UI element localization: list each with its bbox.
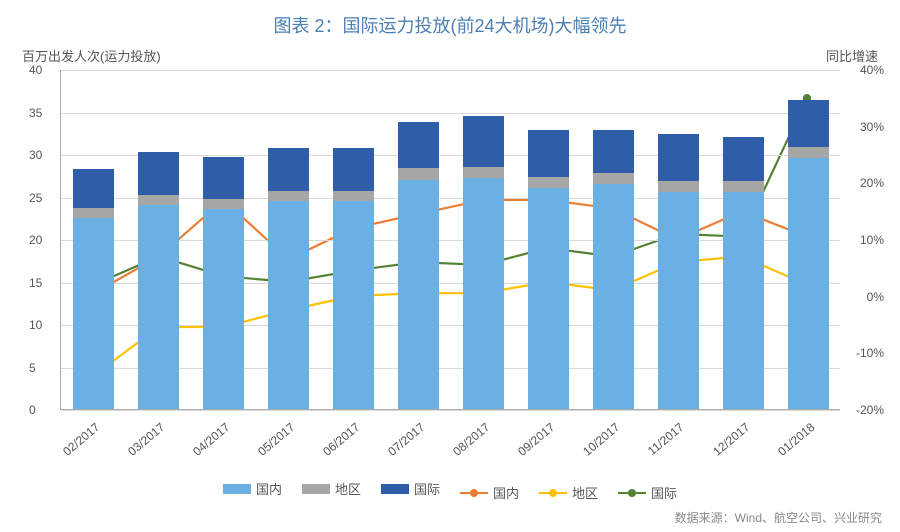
bar-segment-地区 xyxy=(398,168,438,179)
line-地区 xyxy=(94,256,807,375)
legend-label: 国际 xyxy=(414,479,440,498)
bar-segment-国际 xyxy=(723,137,763,181)
legend-label: 地区 xyxy=(335,479,361,498)
legend-label: 国际 xyxy=(651,483,677,502)
legend-swatch xyxy=(302,484,330,494)
xtick-label: 09/2017 xyxy=(515,420,557,459)
bar-segment-国内 xyxy=(593,184,633,409)
xtick-label: 11/2017 xyxy=(644,420,686,458)
xtick-label: 04/2017 xyxy=(190,420,232,459)
legend-label: 地区 xyxy=(572,483,598,502)
bar-segment-国内 xyxy=(463,178,503,409)
bar-segment-国内 xyxy=(528,188,568,409)
legend-bar-国内: 国内 xyxy=(223,479,282,498)
bar-segment-国内 xyxy=(73,218,113,409)
bar-segment-国内 xyxy=(138,205,178,409)
legend-label: 国内 xyxy=(256,479,282,498)
xtick-label: 06/2017 xyxy=(320,420,362,459)
legend-line-地区: 地区 xyxy=(539,483,598,502)
bar-segment-国际 xyxy=(593,130,633,173)
bar-segment-国际 xyxy=(73,169,113,207)
bar-segment-国际 xyxy=(398,122,438,169)
xtick-label: 05/2017 xyxy=(255,420,297,459)
line-国内 xyxy=(94,200,807,293)
legend: 国内 地区 国际 国内 地区 国际 xyxy=(0,479,900,502)
bar-segment-地区 xyxy=(723,181,763,192)
legend-bar-地区: 地区 xyxy=(302,479,361,498)
legend-swatch xyxy=(381,484,409,494)
gridline xyxy=(61,410,840,411)
bar-segment-地区 xyxy=(593,173,633,184)
ytick-left: 35 xyxy=(29,106,42,120)
bar-segment-国际 xyxy=(658,134,698,181)
bar-segment-国内 xyxy=(788,158,828,409)
bar-segment-国内 xyxy=(268,201,308,409)
ytick-left: 40 xyxy=(29,63,42,77)
ytick-right: -10% xyxy=(856,346,884,360)
ytick-left: 15 xyxy=(29,276,42,290)
bar-segment-地区 xyxy=(528,177,568,188)
ytick-right: 40% xyxy=(860,63,884,77)
ytick-right: 0% xyxy=(867,290,884,304)
ytick-left: 5 xyxy=(29,361,36,375)
bar-segment-国际 xyxy=(333,148,373,191)
legend-swatch xyxy=(223,484,251,494)
line-国际 xyxy=(94,98,807,284)
bar-segment-地区 xyxy=(788,147,828,158)
bar-segment-国际 xyxy=(203,157,243,200)
plot-area: 0510152025303540-20%-10%0%10%20%30%40%02… xyxy=(60,70,840,410)
xtick-label: 10/2017 xyxy=(580,420,622,459)
bar-segment-地区 xyxy=(73,208,113,218)
legend-swatch xyxy=(460,492,488,494)
legend-swatch xyxy=(618,492,646,494)
left-axis-label: 百万出发人次(运力投放) xyxy=(22,46,161,65)
legend-line-国际: 国际 xyxy=(618,483,677,502)
bar-segment-地区 xyxy=(268,191,308,201)
legend-swatch xyxy=(539,492,567,494)
xtick-label: 07/2017 xyxy=(385,420,427,459)
chart-title: 图表 2：国际运力投放(前24大机场)大幅领先 xyxy=(0,0,900,44)
xtick-label: 02/2017 xyxy=(60,420,102,459)
bar-segment-国际 xyxy=(268,148,308,191)
legend-line-国内: 国内 xyxy=(460,483,519,502)
ytick-left: 30 xyxy=(29,148,42,162)
ytick-right: 20% xyxy=(860,176,884,190)
bar-segment-国际 xyxy=(528,130,568,177)
gridline xyxy=(61,113,840,114)
ytick-right: 30% xyxy=(860,120,884,134)
xtick-label: 01/2018 xyxy=(775,420,817,459)
bar-segment-国内 xyxy=(723,192,763,409)
ytick-left: 25 xyxy=(29,191,42,205)
bar-segment-国际 xyxy=(788,100,828,147)
gridline xyxy=(61,70,840,71)
bar-segment-国际 xyxy=(463,116,503,167)
ytick-left: 10 xyxy=(29,318,42,332)
chart-container: 图表 2：国际运力投放(前24大机场)大幅领先 百万出发人次(运力投放) 同比增… xyxy=(0,0,900,532)
legend-bar-国际: 国际 xyxy=(381,479,440,498)
bar-segment-国际 xyxy=(138,152,178,195)
xtick-label: 08/2017 xyxy=(450,420,492,459)
legend-label: 国内 xyxy=(493,483,519,502)
xtick-label: 12/2017 xyxy=(710,420,752,459)
ytick-right: 10% xyxy=(860,233,884,247)
source-text: 数据来源：Wind、航空公司、兴业研究 xyxy=(675,509,882,526)
bar-segment-国内 xyxy=(398,180,438,410)
ytick-left: 20 xyxy=(29,233,42,247)
xtick-label: 03/2017 xyxy=(125,420,167,459)
ytick-right: -20% xyxy=(856,403,884,417)
bar-segment-地区 xyxy=(138,195,178,205)
bar-segment-地区 xyxy=(333,191,373,201)
bar-segment-国内 xyxy=(333,201,373,409)
ytick-left: 0 xyxy=(29,403,36,417)
bar-segment-国内 xyxy=(203,209,243,409)
bar-segment-国内 xyxy=(658,192,698,409)
bar-segment-地区 xyxy=(658,181,698,192)
bar-segment-地区 xyxy=(203,199,243,209)
bar-segment-地区 xyxy=(463,167,503,178)
